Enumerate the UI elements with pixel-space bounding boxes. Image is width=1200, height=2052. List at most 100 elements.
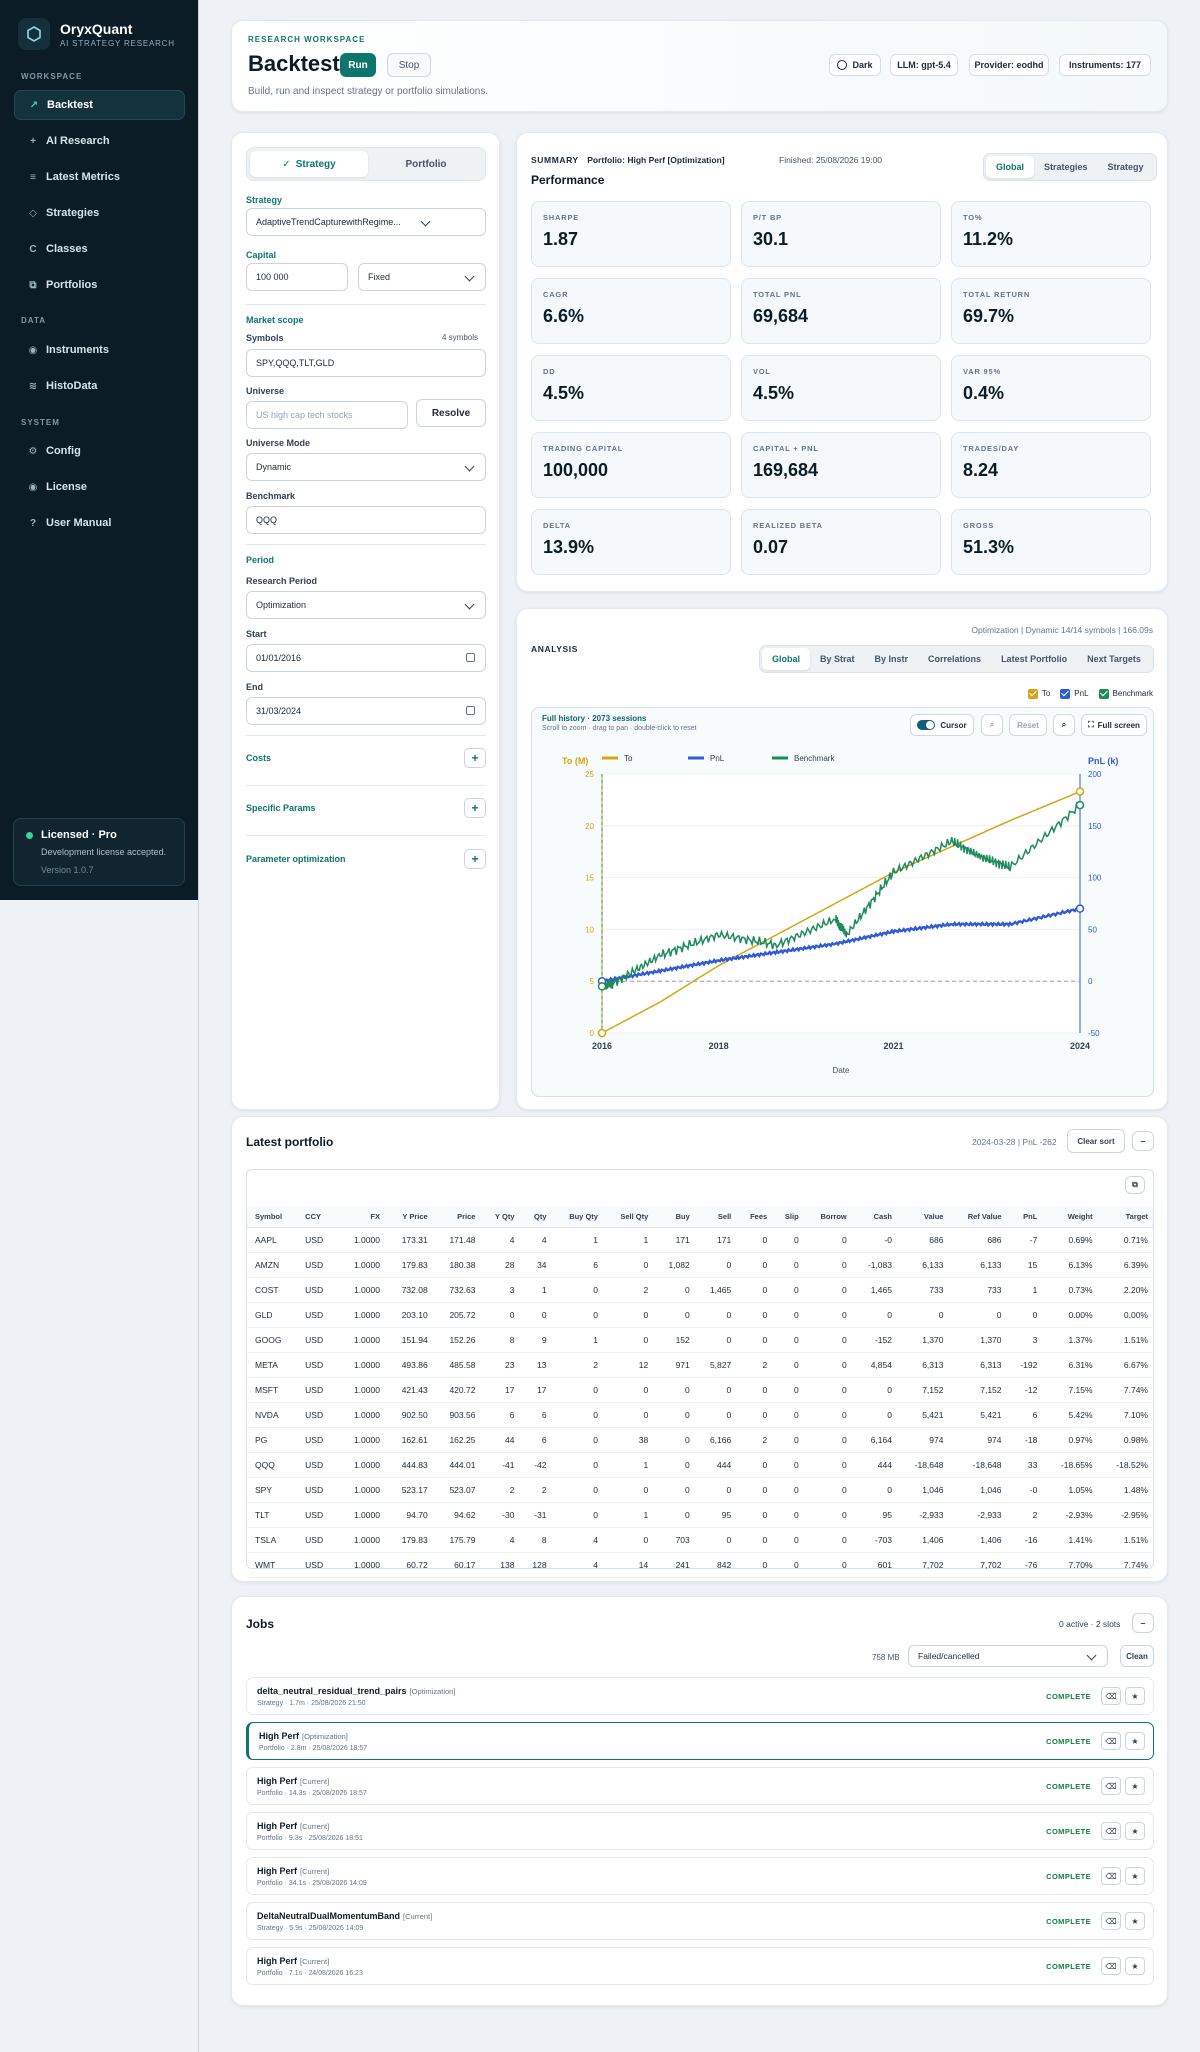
- param-optimization-expand-button[interactable]: +: [464, 849, 486, 869]
- tab-correlations[interactable]: Correlations: [928, 654, 982, 664]
- column-header[interactable]: Y Price: [384, 1206, 433, 1228]
- star-icon[interactable]: ★: [1125, 1732, 1145, 1750]
- sidebar-item-histodata[interactable]: ≋ HistoData: [14, 371, 185, 401]
- table-row[interactable]: AMZN USD 1.0000 179.83 180.38 28 34 6 0 1,082 0 0 0 0…: [247, 1252, 1153, 1278]
- star-icon[interactable]: ★: [1125, 1957, 1145, 1975]
- column-header[interactable]: Borrow: [803, 1206, 852, 1228]
- column-header[interactable]: Y Qty: [480, 1206, 520, 1228]
- sidebar-item-backtest[interactable]: ↗ Backtest: [14, 90, 185, 120]
- stop-button[interactable]: Stop: [387, 53, 431, 77]
- delete-icon[interactable]: ⌫: [1101, 1912, 1121, 1930]
- tab-by-instr[interactable]: By Instr: [874, 654, 909, 664]
- column-header[interactable]: Symbol: [247, 1206, 301, 1228]
- llm-pill[interactable]: LLM: gpt-5.4: [890, 54, 958, 76]
- collapse-button[interactable]: –: [1132, 1613, 1154, 1633]
- table-row[interactable]: AAPL USD 1.0000 173.31 171.48 4 4 1 1 171 171 0 0 0 -0…: [247, 1227, 1153, 1253]
- capital-input[interactable]: 100 000: [246, 263, 348, 291]
- tab-by-strat[interactable]: By Strat: [820, 654, 855, 664]
- column-header[interactable]: Buy Qty: [551, 1206, 603, 1228]
- table-row[interactable]: COST USD 1.0000 732.08 732.63 3 1 0 2 0 1,465 0 0 0 1,…: [247, 1277, 1153, 1303]
- job-item[interactable]: delta_neutral_residual_trend_pairs [Optim…: [246, 1677, 1154, 1715]
- toggle-to[interactable]: To: [1027, 689, 1050, 699]
- column-header[interactable]: PnL: [1006, 1206, 1043, 1228]
- job-item[interactable]: High Perf [Current] Portfolio · 7.1s · 24/…: [246, 1947, 1154, 1985]
- column-header[interactable]: Price: [432, 1206, 481, 1228]
- table-row[interactable]: WMT USD 1.0000 60.72 60.17 138 128 4 14 241 842 0 0 0…: [247, 1552, 1153, 1578]
- table-row[interactable]: META USD 1.0000 493.86 485.58 23 13 2 12 971 5,827…: [247, 1352, 1153, 1378]
- universe-mode-select[interactable]: Dynamic: [246, 453, 486, 481]
- chart-container[interactable]: Full history · 2073 sessions Scroll to z…: [531, 707, 1154, 1097]
- column-header[interactable]: FX: [337, 1206, 385, 1228]
- job-filter-select[interactable]: Failed/cancelled: [908, 1645, 1108, 1667]
- job-item[interactable]: High Perf [Current] Portfolio · 14.3s · 25…: [246, 1767, 1154, 1805]
- copy-icon[interactable]: ⧉: [1125, 1176, 1145, 1194]
- universe-input[interactable]: US high cap tech stocks: [246, 401, 408, 429]
- table-row[interactable]: QQQ USD 1.0000 444.83 444.01 -41 -42 0 1 0 444 0 0 0 4…: [247, 1452, 1153, 1478]
- column-header[interactable]: Cash: [851, 1206, 897, 1228]
- fullscreen-button[interactable]: ⛶ Full screen: [1081, 714, 1147, 736]
- benchmark-input[interactable]: QQQ: [246, 506, 486, 534]
- tab-strategies[interactable]: Strategies: [1044, 162, 1088, 172]
- end-date-input[interactable]: 31/03/2024: [246, 697, 486, 725]
- tab-next-targets[interactable]: Next Targets: [1087, 654, 1141, 664]
- run-button[interactable]: Run: [340, 53, 376, 77]
- symbols-input[interactable]: SPY,QQQ,TLT,GLD: [246, 349, 486, 377]
- zoom-out-icon[interactable]: ⌕: [981, 714, 1003, 736]
- job-item[interactable]: High Perf [Current] Portfolio · 9.3s · 25/…: [246, 1812, 1154, 1850]
- delete-icon[interactable]: ⌫: [1101, 1732, 1121, 1750]
- sidebar-item-license[interactable]: ◉ License: [14, 472, 185, 502]
- toggle-benchmark[interactable]: Benchmark: [1098, 689, 1153, 699]
- table-row[interactable]: GLD USD 1.0000 203.10 205.72 0 0 0 0 0 0 0 0 0 0 0 0 0 0.0…: [247, 1302, 1153, 1328]
- table-row[interactable]: MSFT USD 1.0000 421.43 420.72 17 17 0 0 0 0 0 0 0 0 7,1…: [247, 1377, 1153, 1403]
- zoom-in-icon[interactable]: ⌕: [1053, 714, 1075, 736]
- delete-icon[interactable]: ⌫: [1101, 1822, 1121, 1840]
- column-header[interactable]: Sell: [694, 1206, 737, 1228]
- sidebar-item-classes[interactable]: C Classes: [14, 234, 185, 264]
- mode-portfolio-tab[interactable]: Portfolio: [405, 158, 447, 170]
- provider-pill[interactable]: Provider: eodhd: [969, 54, 1049, 76]
- tab-global[interactable]: Global: [762, 648, 811, 670]
- column-header[interactable]: Qty: [519, 1206, 552, 1228]
- resolve-button[interactable]: Resolve: [416, 399, 486, 427]
- collapse-button[interactable]: –: [1132, 1131, 1154, 1151]
- sidebar-item-config[interactable]: ⚙ Config: [14, 436, 185, 466]
- star-icon[interactable]: ★: [1125, 1687, 1145, 1705]
- sidebar-item-instruments[interactable]: ◉ Instruments: [14, 335, 185, 365]
- column-header[interactable]: Fees: [736, 1206, 773, 1228]
- column-header[interactable]: Buy: [653, 1206, 695, 1228]
- column-header[interactable]: Value: [896, 1206, 949, 1228]
- history-chart[interactable]: 0 5 10 15 20 25 -50 0 50 100 150 200 2016 2018 2021 202…: [532, 738, 1155, 1098]
- job-item[interactable]: High Perf [Optimization] Portfolio · 2.8m …: [246, 1722, 1154, 1760]
- star-icon[interactable]: ★: [1125, 1912, 1145, 1930]
- toggle-pnl[interactable]: PnL: [1060, 689, 1089, 699]
- mode-strategy-tab[interactable]: ✓ Strategy: [250, 151, 368, 177]
- specific-params-expand-button[interactable]: +: [464, 798, 486, 818]
- table-row[interactable]: TSLA USD 1.0000 179.83 175.79 4 8 4 0 703 0 0 0 0 -703…: [247, 1527, 1153, 1553]
- instruments-pill[interactable]: Instruments: 177: [1059, 54, 1151, 76]
- clean-button[interactable]: Clean: [1120, 1645, 1154, 1667]
- tab-latest-portfolio[interactable]: Latest Portfolio: [1001, 654, 1068, 664]
- clear-sort-button[interactable]: Clear sort: [1067, 1129, 1125, 1153]
- capital-mode-select[interactable]: Fixed: [358, 263, 486, 291]
- delete-icon[interactable]: ⌫: [1101, 1777, 1121, 1795]
- start-date-input[interactable]: 01/01/2016: [246, 644, 486, 672]
- sidebar-item-user-manual[interactable]: ? User Manual: [14, 508, 185, 538]
- research-period-select[interactable]: Optimization: [246, 591, 486, 619]
- star-icon[interactable]: ★: [1125, 1867, 1145, 1885]
- column-header[interactable]: Ref Value: [948, 1206, 1007, 1228]
- job-item[interactable]: High Perf [Current] Portfolio · 34.1s · 25…: [246, 1857, 1154, 1895]
- sidebar-item-portfolios[interactable]: ⧉ Portfolios: [14, 270, 185, 300]
- costs-expand-button[interactable]: +: [464, 748, 486, 768]
- table-row[interactable]: SPY USD 1.0000 523.17 523.07 2 2 0 0 0 0 0 0 0 0 1,046 1…: [247, 1477, 1153, 1503]
- tab-strategy[interactable]: Strategy: [1107, 162, 1144, 172]
- table-row[interactable]: PG USD 1.0000 162.61 162.25 44 6 0 38 0 6,166 2 0 0 6,…: [247, 1427, 1153, 1453]
- column-header[interactable]: Slip: [772, 1206, 804, 1228]
- table-row[interactable]: GOOG USD 1.0000 151.94 152.26 8 9 1 0 152 0 0 0 0 -152…: [247, 1327, 1153, 1353]
- sidebar-item-latest-metrics[interactable]: ≡ Latest Metrics: [14, 162, 185, 192]
- sidebar-item-ai-research[interactable]: + AI Research: [14, 126, 185, 156]
- column-header[interactable]: CCY: [300, 1206, 338, 1228]
- reset-button[interactable]: Reset: [1009, 714, 1047, 736]
- column-header[interactable]: Sell Qty: [602, 1206, 654, 1228]
- sidebar-item-strategies[interactable]: ◇ Strategies: [14, 198, 185, 228]
- delete-icon[interactable]: ⌫: [1101, 1867, 1121, 1885]
